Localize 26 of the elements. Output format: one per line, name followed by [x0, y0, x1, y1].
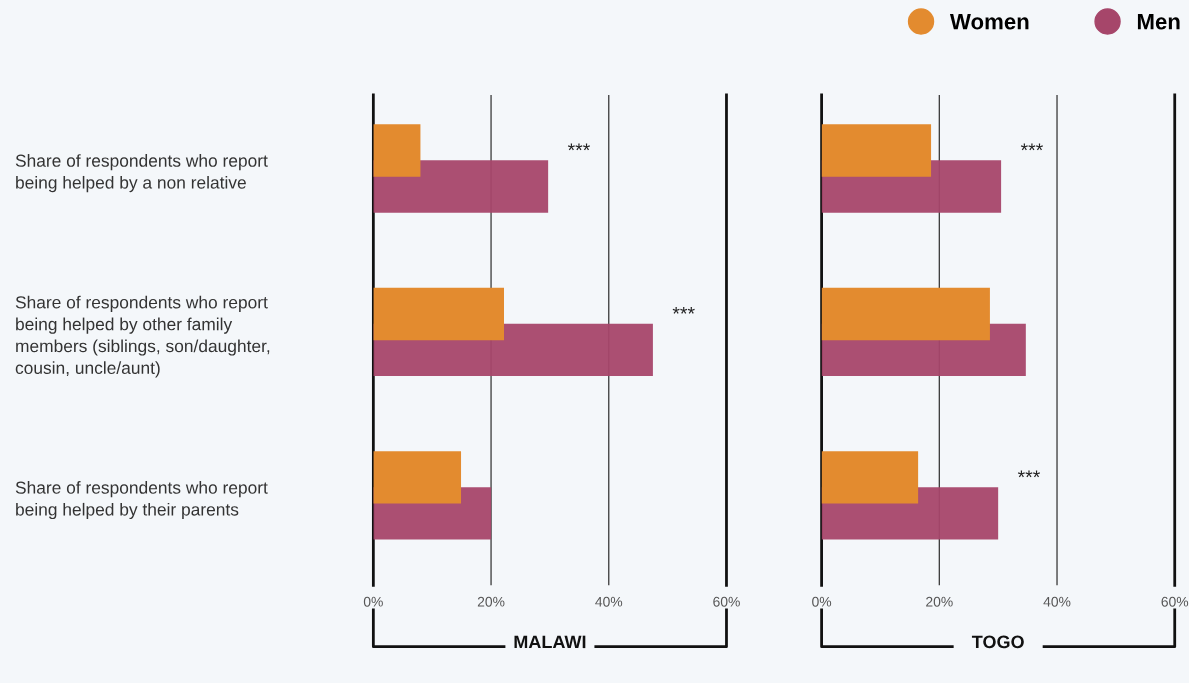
- legend-label: Women: [949, 13, 1029, 30]
- annotation: ***: [567, 143, 590, 151]
- bar: [821, 124, 932, 177]
- x-tick-label: 20%: [926, 596, 953, 607]
- x-tick-label: 60%: [1161, 596, 1189, 607]
- annotation: ***: [1017, 470, 1041, 478]
- x-tick-label: 40%: [595, 596, 623, 607]
- y-tick-label: Share of respondents who report being helped by other family members (siblings, son/daughter, cousin, uncle/aunt): [15, 295, 270, 378]
- annotation: ***: [1020, 143, 1043, 151]
- text: TOGO: [971, 635, 1024, 649]
- bar: [373, 124, 421, 177]
- bar: [821, 287, 990, 341]
- bar: [373, 287, 505, 341]
- legend-label: Men: [1137, 13, 1180, 30]
- bar: [373, 160, 549, 213]
- text: MALAWI: [514, 635, 586, 649]
- x-tick-label: 40%: [1043, 596, 1071, 607]
- x-tick-label: 0%: [812, 596, 832, 607]
- x-tick-label: 0%: [363, 596, 383, 607]
- bar: [373, 451, 462, 504]
- bar: [821, 451, 919, 504]
- y-tick-label: Share of respondents who report being helped by a non relative: [15, 154, 268, 193]
- x-tick-label: 20%: [477, 596, 505, 607]
- x-tick-label: 60%: [713, 596, 740, 607]
- y-tick-label: Share of respondents who report being helped by their parents: [15, 481, 268, 520]
- annotation: ***: [672, 306, 695, 314]
